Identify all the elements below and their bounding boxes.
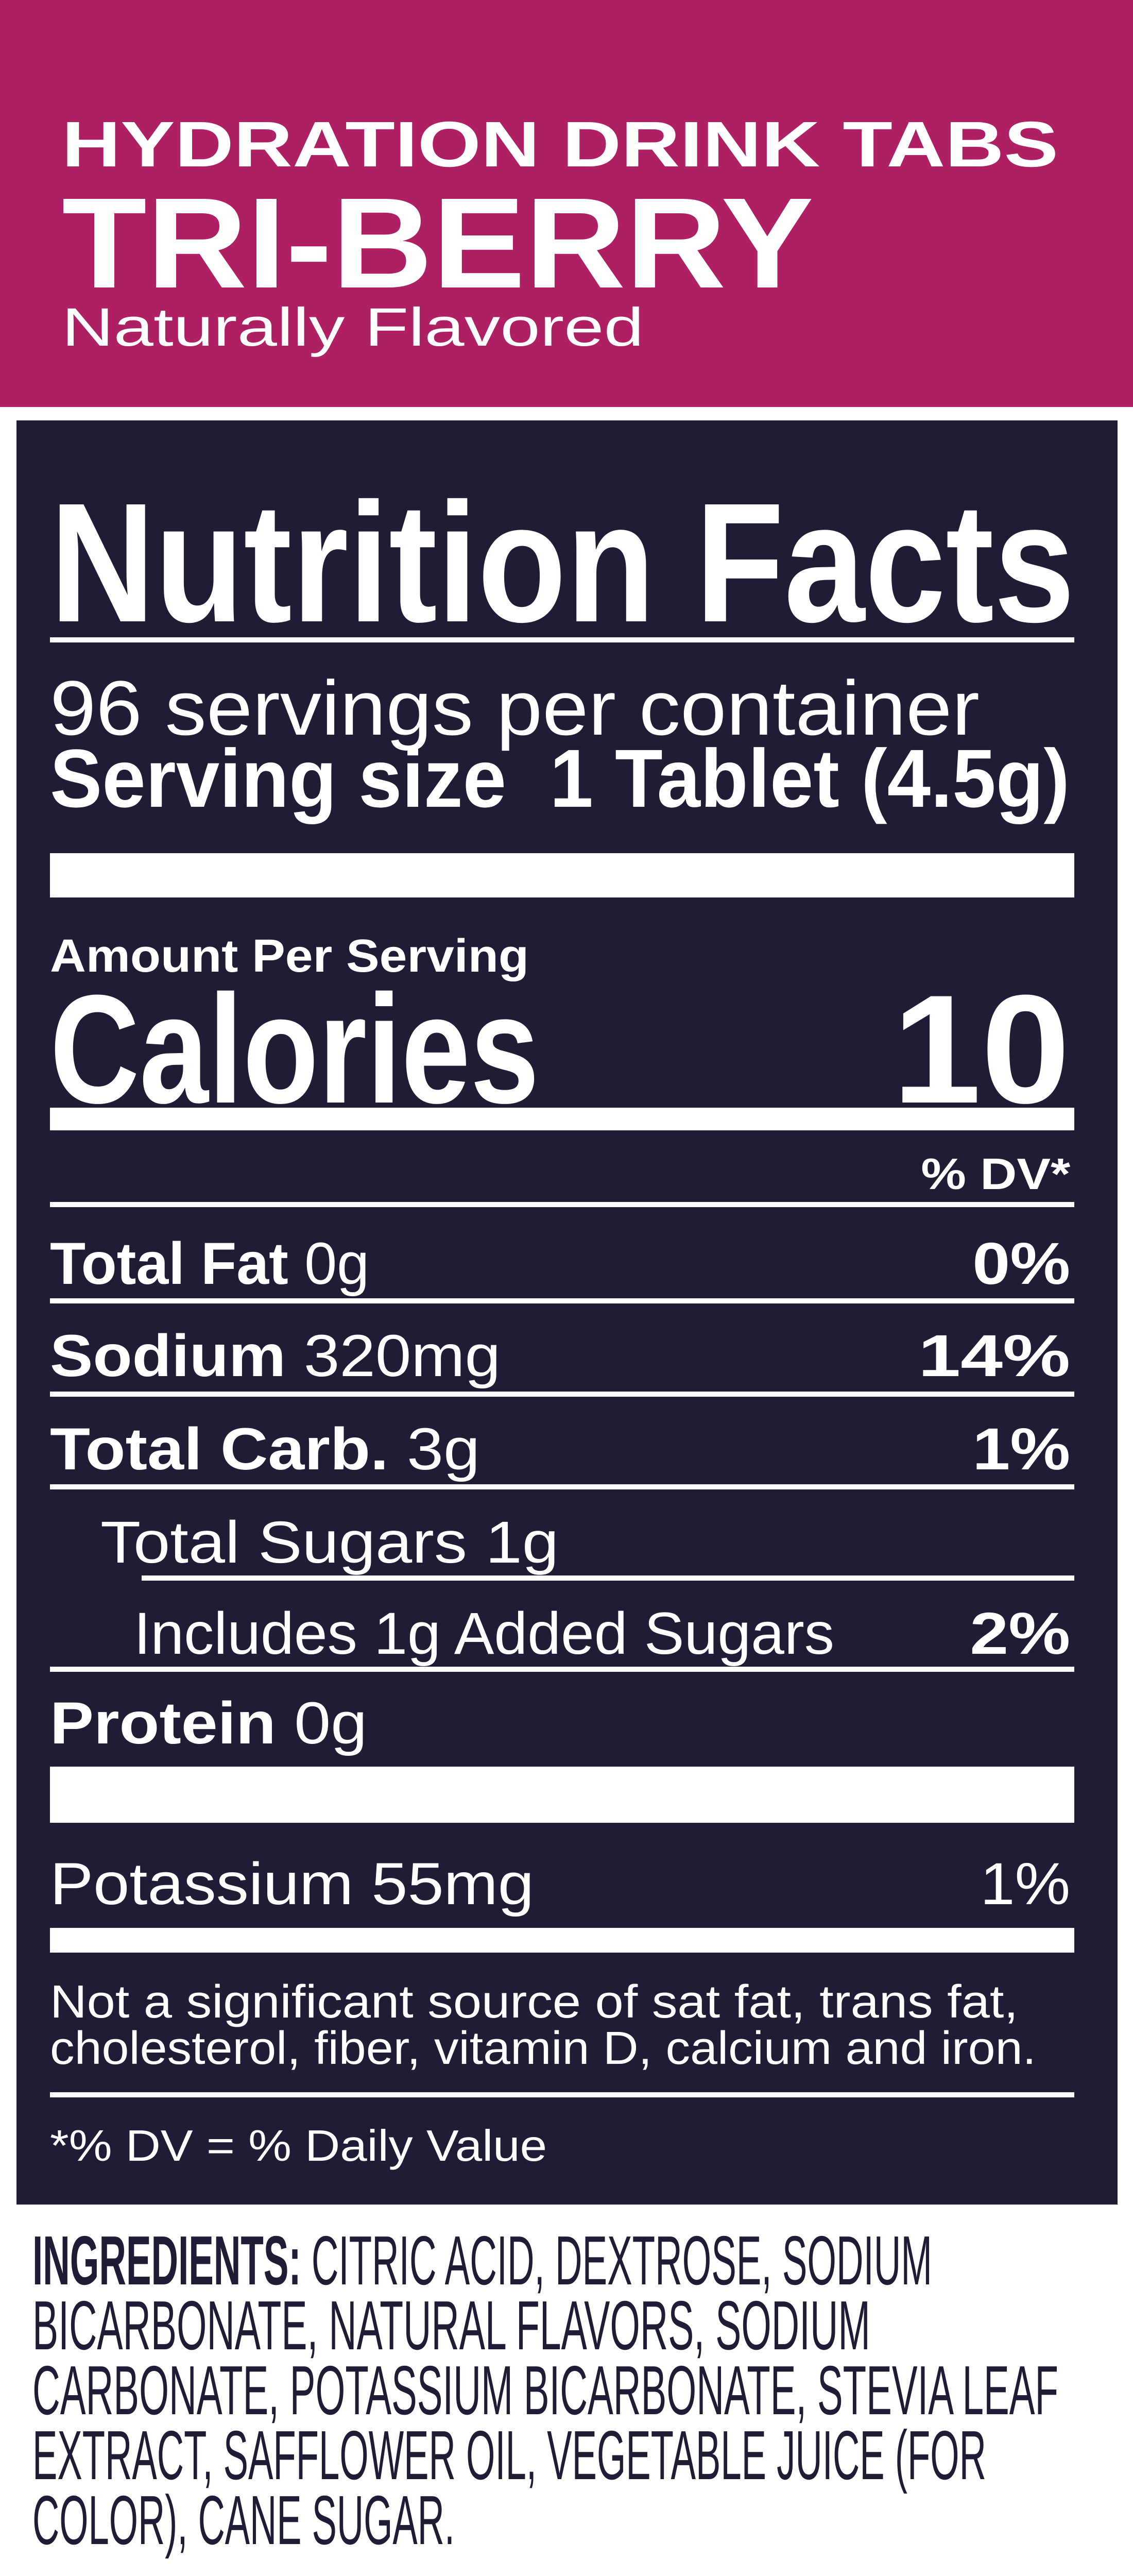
dv-header: % DV*	[921, 1150, 1070, 1199]
ingredients-line: EXTRACT, SAFFLOWER OIL, VEGETABLE JUICE …	[32, 2416, 987, 2494]
divider	[50, 1484, 1074, 1489]
footnote-line: cholesterol, fiber, vitamin D, calcium a…	[50, 2023, 1036, 2074]
ingredients-line: COLOR), CANE SUGAR.	[32, 2481, 455, 2559]
divider	[50, 1202, 1074, 1207]
brand-header	[0, 0, 1133, 407]
ingredients-label: INGREDIENTS:	[32, 2222, 301, 2299]
serving-size: Serving size 1 Tablet (4.5g)	[50, 737, 1070, 820]
divider	[50, 1298, 1074, 1303]
ingredients-line: INGREDIENTS: CITRIC ACID, DEXTROSE, SODI…	[32, 2222, 932, 2299]
divider	[50, 1667, 1074, 1672]
nutrient-protein: Protein 0g	[50, 1690, 367, 1756]
dv-potassium: 1%	[980, 1851, 1070, 1917]
dv-sodium: 14%	[918, 1323, 1070, 1389]
serving-size-value: 1 Tablet (4.5g)	[550, 732, 1070, 824]
thick-divider	[50, 1928, 1074, 1953]
dv-total-carb: 1%	[972, 1416, 1070, 1482]
dv-total-fat: 0%	[972, 1231, 1070, 1297]
ingredients-line: CARBONATE, POTASSIUM BICARBONATE, STEVIA…	[32, 2351, 1058, 2429]
dv-note: *% DV = % Daily Value	[50, 2122, 547, 2171]
nutrient-potassium: Potassium 55mg	[50, 1851, 534, 1917]
servings-per-container: 96 servings per container	[50, 665, 980, 751]
nutrient-total-sugars: Total Sugars 1g	[100, 1510, 559, 1575]
nutrition-facts-panel	[16, 420, 1118, 2205]
divider	[50, 637, 1074, 642]
amount-per-serving: Amount Per Serving	[50, 930, 529, 982]
flavor-subtitle: Naturally Flavored	[62, 297, 644, 358]
thick-divider	[50, 1767, 1074, 1823]
divider	[50, 1392, 1074, 1397]
nutrient-total-carb: Total Carb. 3g	[50, 1416, 480, 1482]
nutrient-total-fat: Total Fat 0g	[50, 1231, 369, 1297]
serving-size-label: Serving size	[50, 732, 507, 824]
ingredients-line: BICARBONATE, NATURAL FLAVORS, SODIUM	[32, 2286, 870, 2364]
divider	[50, 2092, 1074, 2097]
nutrient-sodium: Sodium 320mg	[50, 1323, 501, 1389]
dv-added-sugars: 2%	[970, 1601, 1070, 1667]
calories-label: Calories	[50, 962, 539, 1136]
nutrient-added-sugars: Includes 1g Added Sugars	[134, 1601, 834, 1667]
calories-value: 10	[892, 962, 1070, 1136]
nutrition-title: Nutrition Facts	[50, 467, 1075, 657]
footnote-line: Not a significant source of sat fat, tra…	[50, 1976, 1018, 2028]
flavor-name: TRI-BERRY	[62, 171, 814, 315]
product-line: HYDRATION DRINK TABS	[62, 109, 1058, 180]
thick-divider	[50, 1108, 1074, 1130]
divider	[142, 1575, 1074, 1581]
thick-divider	[50, 853, 1074, 897]
